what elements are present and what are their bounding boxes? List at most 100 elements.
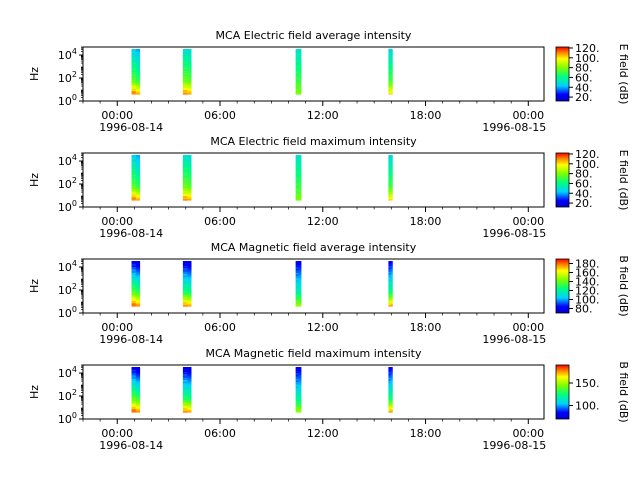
spectrogram-cell	[187, 183, 192, 185]
spectrogram-cell	[182, 158, 188, 161]
spectrogram-cell	[182, 302, 188, 305]
spectrogram-cell	[187, 52, 192, 55]
spectrogram-cell	[388, 52, 392, 55]
spectrogram-cell	[295, 267, 300, 270]
spectrogram-cell	[135, 391, 141, 394]
spectrogram-cell	[182, 92, 188, 95]
spectrogram-cell	[187, 263, 192, 265]
spectrogram-cell	[135, 80, 141, 83]
spectrogram-cell	[390, 373, 393, 376]
spectrogram-pass-4	[388, 367, 393, 413]
spectrogram-pass-3	[295, 261, 302, 307]
spectrogram-cell	[298, 300, 302, 303]
spectrogram-cell	[298, 396, 302, 398]
spectrogram-cell	[298, 56, 302, 59]
spectrogram-cell	[295, 79, 300, 82]
spectrogram-cell	[131, 49, 137, 51]
spectrogram-cell	[135, 86, 141, 88]
spectrogram-cell	[135, 178, 141, 181]
spectrogram-cell	[295, 270, 300, 272]
spectrogram-cell	[390, 282, 393, 285]
date-label: 1996-08-14	[99, 227, 163, 240]
spectrogram-cell	[182, 59, 188, 61]
spectrogram-cell	[131, 385, 137, 387]
spectrogram-cell	[390, 184, 393, 186]
spectrogram-cell	[187, 72, 192, 75]
spectrogram-cell	[298, 191, 302, 193]
spectrogram-cell	[135, 196, 141, 199]
spectrogram-cell	[182, 178, 188, 181]
spectrogram-cell	[390, 59, 393, 61]
spectrogram-cell	[135, 159, 141, 162]
spectrogram-cell	[135, 160, 141, 163]
spectrogram-cell	[295, 77, 300, 79]
spectrogram-cell	[388, 191, 392, 193]
spectrogram-cell	[182, 77, 188, 79]
spectrogram-cell	[182, 300, 188, 303]
spectrogram-cell	[295, 82, 300, 85]
spectrogram-cell	[388, 270, 392, 272]
spectrogram-cell	[390, 90, 393, 93]
spectrogram-cell	[390, 304, 393, 307]
spectrogram-cell	[131, 266, 137, 269]
spectrogram-cell	[131, 81, 137, 84]
spectrogram-cell	[390, 261, 393, 263]
spectrogram-cell	[295, 367, 300, 369]
spectrogram-cell	[390, 86, 393, 88]
spectrogram-cell	[298, 385, 302, 387]
spectrogram-cell	[295, 159, 300, 162]
y-tick-label: 102	[58, 388, 77, 403]
spectrogram-cell	[388, 69, 392, 71]
spectrogram-cell	[182, 403, 188, 405]
spectrogram-cell	[390, 273, 393, 276]
spectrogram-cell	[187, 271, 192, 273]
spectrogram-cell	[182, 76, 188, 78]
spectrogram-cell	[187, 164, 192, 166]
spectrogram-cell	[187, 405, 192, 407]
spectrogram-cell	[298, 167, 302, 170]
spectrogram-cell	[295, 291, 300, 294]
colorbar-tick-label: 180.	[575, 258, 600, 271]
spectrogram-cell	[135, 273, 141, 276]
spectrogram-cell	[182, 166, 188, 168]
spectrogram-cell	[131, 156, 137, 158]
spectrogram-pass-4	[388, 155, 393, 201]
spectrogram-cell	[388, 386, 392, 388]
spectrogram-cell	[135, 173, 141, 175]
spectrogram-cell	[131, 54, 137, 57]
spectrogram-cell	[388, 302, 392, 305]
spectrogram-cell	[295, 371, 300, 374]
spectrogram-cell	[390, 294, 393, 297]
spectrogram-cell	[390, 49, 393, 51]
spectrogram-cell	[295, 158, 300, 161]
spectrogram-cell	[390, 63, 393, 66]
spectrogram-cell	[135, 162, 141, 165]
spectrogram-cell	[390, 383, 393, 386]
spectrogram-cell	[131, 372, 137, 375]
spectrogram-cell	[131, 159, 137, 162]
spectrogram-cell	[135, 65, 141, 68]
spectrogram-cell	[135, 302, 141, 305]
spectrogram-cell	[388, 158, 392, 161]
spectrogram-cell	[390, 65, 393, 68]
spectrogram-cell	[135, 179, 141, 182]
spectrogram-cell	[182, 390, 188, 393]
spectrogram-cell	[187, 409, 192, 412]
spectrogram-cell	[182, 404, 188, 406]
spectrogram-cell	[131, 381, 137, 384]
spectrogram-cell	[295, 176, 300, 179]
spectrogram-cell	[295, 74, 300, 77]
spectrogram-cell	[295, 271, 300, 273]
spectrogram-cell	[135, 369, 141, 371]
spectrogram-cell	[295, 290, 300, 292]
spectrogram-cell	[295, 383, 300, 386]
spectrogram-cell	[388, 92, 392, 95]
spectrogram-cell	[388, 164, 392, 166]
spectrogram-cell	[388, 410, 392, 413]
spectrogram-cell	[388, 267, 392, 270]
colorbar-label: E field (dB)	[617, 150, 630, 211]
spectrogram-cell	[135, 284, 141, 287]
spectrogram-cell	[388, 166, 392, 168]
spectrogram-cell	[131, 194, 137, 197]
spectrogram-cell	[298, 409, 302, 412]
